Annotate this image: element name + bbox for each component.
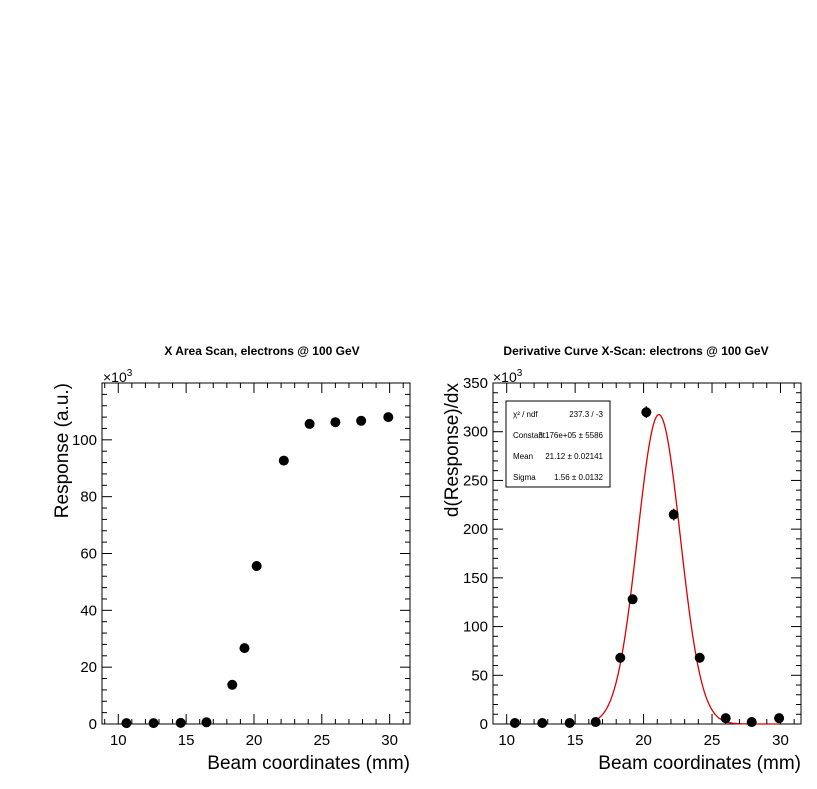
y-tick-label: 100 [463,619,488,636]
y-tick-label: 40 [80,602,97,619]
stats-value: 3.176e+05 ± 5586 [538,431,603,440]
y-tick-label: 0 [89,716,97,733]
data-point [227,679,238,690]
y-tick-label: 50 [471,667,488,684]
x-tick-label: 25 [313,732,330,749]
data-point [278,455,289,466]
area-scan-chart: X Area Scan, electrons @ 100 GeV 10 15 20 2… [52,344,411,774]
x-axis-label: Beam coordinates (mm) [207,753,410,774]
y-tick-label: 300 [463,424,488,441]
data-point [356,415,367,426]
x-tick-label: 30 [772,732,789,749]
stats-label: Constant [513,431,546,440]
x-tick-label: 15 [567,732,584,749]
y-tick-label: 0 [480,716,488,733]
data-point [330,417,341,428]
stats-label: χ² / ndf [513,410,538,419]
data-point [304,418,315,429]
data-point [383,412,394,423]
data-point [590,717,601,728]
fit-stats-box: χ² / ndf 237.3 / -3 Constant 3.176e+05 ±… [505,400,611,488]
plot-frame [492,382,802,725]
y-tick-label: 250 [463,472,488,489]
data-point [537,718,548,729]
data-point [564,718,575,729]
chart-title: Derivative Curve X-Scan: electrons @ 100… [503,344,768,358]
stats-label: Sigma [513,473,536,482]
stats-value: 21.12 ± 0.02141 [545,452,603,461]
data-point [175,717,186,728]
data-point [694,652,705,663]
data-point [746,717,757,728]
x-tick-label: 25 [704,732,721,749]
data-point [121,718,132,729]
x-tick-label: 30 [381,732,398,749]
y-axis-label: Response (a.u.) [52,383,73,518]
y-tick-label: 200 [463,521,488,538]
y-tick-label: 100 [72,432,97,449]
data-point [148,718,159,729]
data-point [720,713,731,724]
plot-frame [101,382,411,725]
chart-title: X Area Scan, electrons @ 100 GeV [164,344,359,358]
data-point [774,713,785,724]
x-tick-label: 10 [498,732,515,749]
data-point [239,643,250,654]
y-tick-label: 20 [80,659,97,676]
data-point [509,718,520,729]
y-axis-label: d(Response)/dx [442,383,463,518]
derivative-curve-chart: Derivative Curve X-Scan: electrons @ 100… [442,344,802,774]
y-multiplier: ×103 [103,368,133,385]
x-axis-label: Beam coordinates (mm) [598,753,801,774]
data-point [201,717,212,728]
y-multiplier: ×103 [493,368,523,385]
data-point [627,594,638,605]
x-tick-label: 20 [635,732,652,749]
data-point [668,509,679,520]
y-tick-label: 150 [463,570,488,587]
gaussian-fit-curve [591,413,780,725]
y-tick-label: 80 [80,489,97,506]
data-point [251,561,262,572]
stats-value: 1.56 ± 0.0132 [554,473,603,482]
stats-label: Mean [513,452,533,461]
x-tick-label: 20 [246,732,263,749]
y-tick-label: 350 [463,375,488,392]
data-point [615,652,626,663]
stats-value: 237.3 / -3 [569,410,603,419]
y-tick-label: 60 [80,546,97,563]
data-point [641,407,652,418]
stats-box-frame [505,400,611,488]
x-tick-label: 10 [110,732,127,749]
x-tick-label: 15 [178,732,195,749]
